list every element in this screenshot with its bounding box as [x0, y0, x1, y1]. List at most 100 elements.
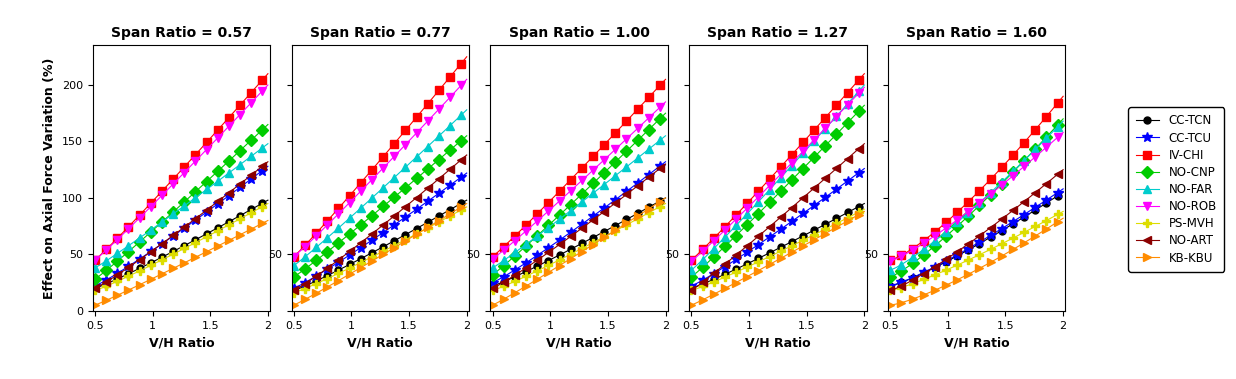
PS-MVH: [911, 279, 926, 284]
IV-CHI: [635, 101, 650, 106]
NO-CNP: [150, 225, 164, 229]
NO-FAR: [624, 160, 639, 165]
CC-TCN: [261, 198, 276, 202]
KB-KBU: [785, 250, 800, 254]
IV-CHI: [653, 83, 667, 88]
NO-FAR: [347, 211, 362, 215]
NO-ROB: [785, 161, 800, 165]
IV-CHI: [756, 183, 771, 188]
CC-TCN: [115, 274, 130, 279]
NO-CNP: [232, 148, 247, 153]
NO-CNP: [420, 167, 435, 171]
NO-ART: [646, 171, 661, 175]
NO-ART: [442, 167, 457, 172]
KB-KBU: [983, 260, 997, 265]
CC-TCU: [852, 171, 866, 175]
NO-FAR: [971, 200, 986, 205]
KB-KBU: [137, 280, 152, 284]
CC-TCN: [712, 274, 727, 279]
NO-ROB: [989, 187, 1004, 192]
CC-TCN: [922, 268, 937, 273]
IV-CHI: [239, 97, 253, 101]
KB-KBU: [922, 290, 937, 295]
CC-TCU: [353, 245, 368, 250]
KB-KBU: [325, 282, 340, 286]
PS-MVH: [763, 254, 777, 259]
NO-ROB: [261, 83, 276, 87]
KB-KBU: [1000, 251, 1015, 255]
CC-TCN: [513, 272, 528, 276]
Line: NO-ART: NO-ART: [886, 166, 1068, 294]
CC-TCN: [188, 238, 203, 242]
PS-MVH: [524, 271, 539, 276]
IV-CHI: [1011, 147, 1026, 151]
IV-CHI: [801, 134, 816, 138]
IV-CHI: [989, 171, 1004, 175]
Line: CC-TCU: CC-TCU: [90, 161, 273, 291]
NO-ROB: [353, 189, 368, 193]
KB-KBU: [376, 252, 391, 257]
PS-MVH: [729, 270, 744, 274]
CC-TCN: [1039, 201, 1054, 205]
NO-CNP: [790, 172, 805, 177]
PS-MVH: [960, 258, 975, 262]
NO-ART: [717, 262, 732, 266]
IV-CHI: [729, 213, 744, 217]
CC-TCN: [933, 262, 948, 267]
PS-MVH: [613, 226, 628, 230]
CC-TCU: [894, 280, 908, 285]
PS-MVH: [1000, 239, 1015, 243]
PS-MVH: [460, 205, 475, 209]
PS-MVH: [774, 249, 789, 254]
CC-TCU: [454, 175, 468, 179]
PS-MVH: [796, 238, 811, 243]
CC-TCU: [608, 197, 623, 202]
KB-KBU: [358, 262, 373, 266]
PS-MVH: [823, 224, 838, 229]
NO-ART: [971, 233, 986, 238]
CC-TCU: [960, 246, 975, 251]
NO-ART: [653, 166, 667, 171]
NO-CNP: [261, 122, 276, 127]
NO-ROB: [949, 218, 964, 222]
NO-CNP: [137, 235, 152, 239]
IV-CHI: [309, 231, 324, 236]
NO-ART: [619, 192, 634, 197]
NO-ROB: [250, 94, 265, 99]
NO-CNP: [785, 178, 800, 182]
KB-KBU: [104, 296, 119, 300]
PS-MVH: [172, 249, 187, 254]
CC-TCN: [646, 202, 661, 207]
NO-CNP: [834, 126, 849, 131]
PS-MVH: [624, 219, 639, 224]
PS-MVH: [807, 232, 822, 237]
NO-ROB: [763, 183, 777, 188]
NO-ART: [497, 280, 512, 284]
NO-ROB: [751, 195, 766, 199]
NO-ART: [502, 276, 517, 281]
IV-CHI: [210, 128, 225, 132]
NO-ART: [630, 183, 645, 188]
NO-ROB: [955, 213, 970, 218]
Line: NO-ROB: NO-ROB: [886, 128, 1068, 265]
NO-FAR: [409, 155, 424, 159]
NO-CNP: [695, 265, 709, 269]
NO-ROB: [591, 163, 606, 167]
CC-TCU: [807, 203, 822, 208]
NO-ROB: [161, 188, 176, 192]
IV-CHI: [1044, 108, 1059, 112]
NO-ART: [387, 214, 402, 218]
CC-TCN: [818, 222, 833, 227]
IV-CHI: [922, 234, 937, 239]
NO-ROB: [1044, 140, 1059, 144]
NO-FAR: [535, 230, 550, 234]
Line: NO-CNP: NO-CNP: [488, 109, 670, 279]
NO-ROB: [508, 238, 523, 243]
NO-CNP: [409, 176, 424, 181]
NO-ROB: [812, 132, 827, 136]
CC-TCN: [916, 271, 931, 275]
NO-ROB: [857, 85, 871, 89]
CC-TCU: [166, 234, 180, 238]
IV-CHI: [883, 258, 897, 262]
NO-ROB: [900, 251, 915, 255]
